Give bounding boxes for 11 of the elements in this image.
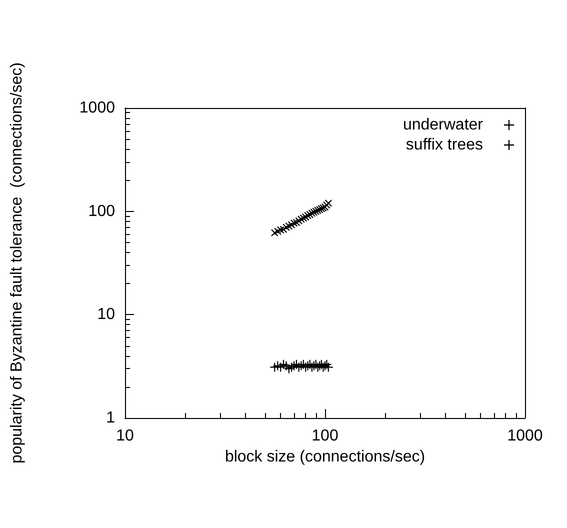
y-tick-label: 1000: [79, 100, 116, 116]
y-tick-label: 1: [106, 410, 116, 426]
y-axis-title: popularity of Byzantine fault tolerance (connections/sec): [8, 62, 26, 464]
x-tick-label: 1000: [507, 428, 543, 444]
x-axis-title: block size (connections/sec): [224, 448, 426, 466]
legend-label: underwater: [402, 116, 484, 134]
x-tick-label: 100: [312, 428, 338, 444]
legend-label: suffix trees: [406, 136, 483, 154]
x-tick-label: 10: [116, 428, 134, 444]
y-tick-label: 10: [97, 306, 116, 324]
y-tick-label: 100: [88, 202, 116, 220]
